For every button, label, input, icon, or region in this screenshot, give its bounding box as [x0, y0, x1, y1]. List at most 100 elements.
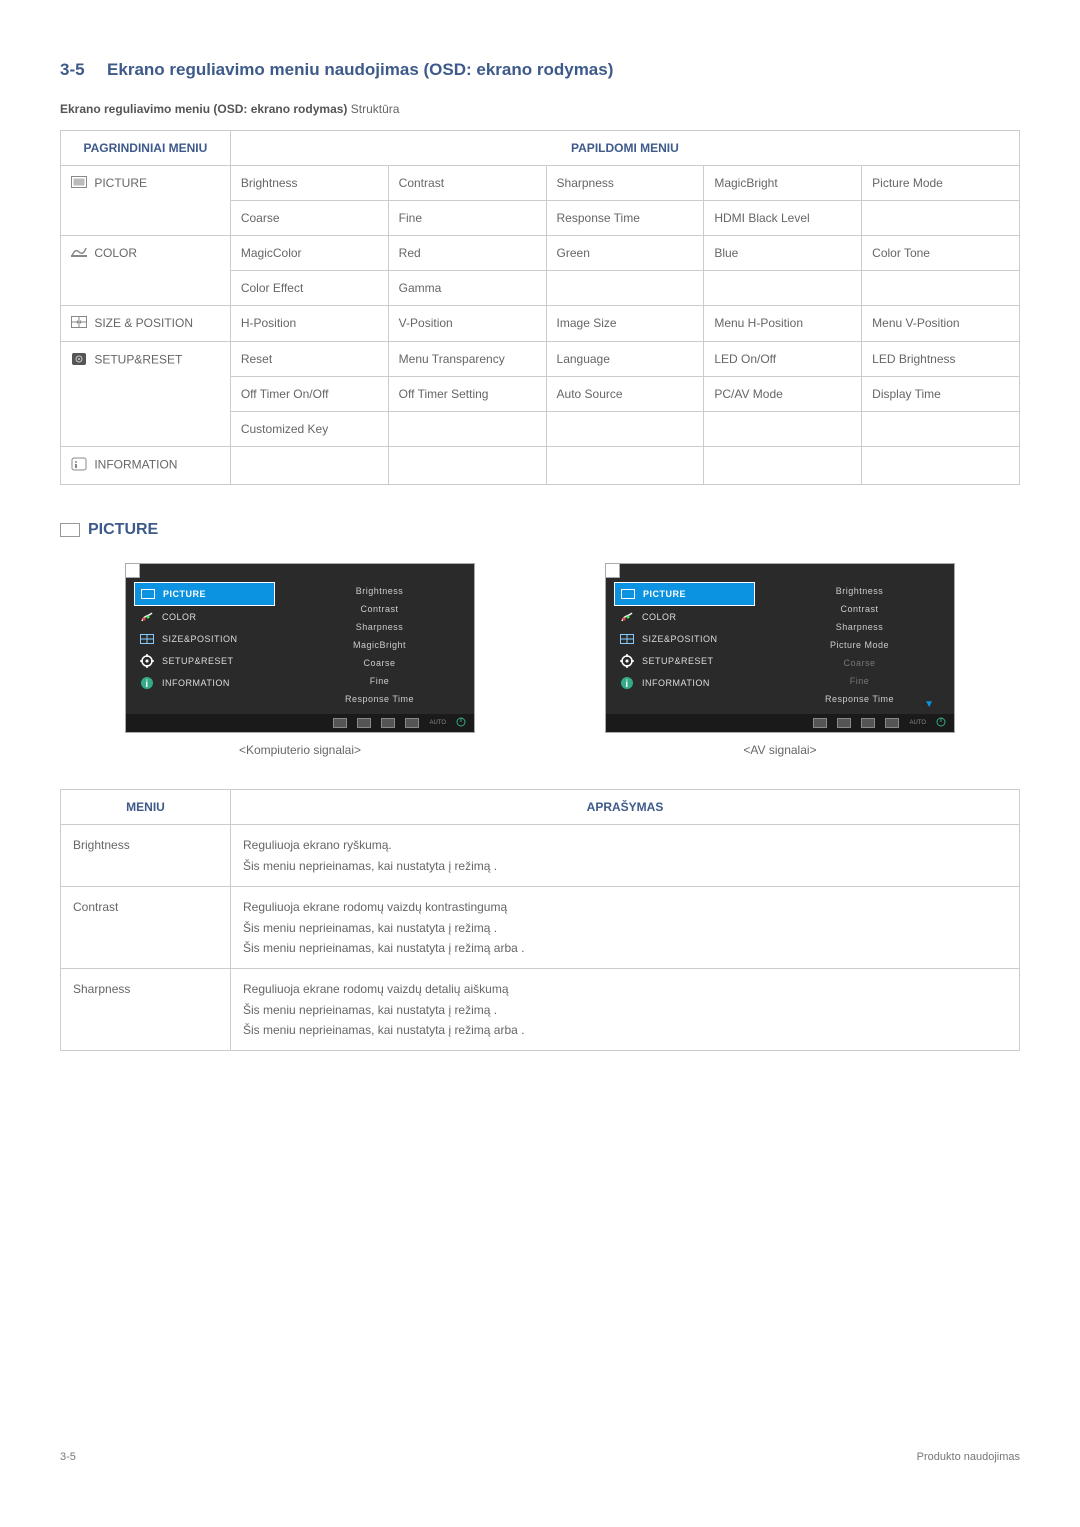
desc-menu-cell: Brightness	[61, 825, 231, 887]
shot-submenu-item: Contrast	[765, 600, 954, 618]
shot-submenu-item: Coarse	[285, 654, 474, 672]
shot-submenu-item: Response Time	[285, 690, 474, 708]
osd-sub-cell: LED On/Off	[704, 342, 862, 377]
osd-main-label: SIZE & POSITION	[91, 316, 193, 330]
osd-sub-cell: Response Time	[546, 201, 704, 236]
shot-submenu-item: Coarse	[765, 654, 954, 672]
arrow-down-icon: ▼	[924, 699, 934, 710]
osd-sub-cell: Image Size	[546, 306, 704, 342]
shot-footer-auto: AUTO	[429, 720, 446, 726]
description-table: MENIU APRAŠYMAS BrightnessReguliuoja ekr…	[60, 789, 1020, 1051]
size-icon	[71, 317, 87, 331]
osd-main-header: PAGRINDINIAI MENIU	[61, 131, 231, 166]
osd-sub-cell: MagicColor	[230, 236, 388, 271]
osd-main-cell: INFORMATION	[61, 447, 231, 485]
shot-submenu-item: Sharpness	[285, 618, 474, 636]
osd-sub-cell: Menu Transparency	[388, 342, 546, 377]
osd-main-cell: PICTURE	[61, 166, 231, 236]
shot-menu-item: SIZE&POSITION	[614, 628, 755, 650]
picture-heading-icon	[60, 523, 80, 537]
osd-sub-cell: Language	[546, 342, 704, 377]
shot-submenu-item: Brightness	[285, 582, 474, 600]
osd-sub-cell: Red	[388, 236, 546, 271]
osd-sub-cell: Blue	[704, 236, 862, 271]
desc-menu-cell: Sharpness	[61, 969, 231, 1051]
picture-icon	[71, 177, 87, 191]
osd-sub-cell	[704, 447, 862, 485]
shot-menu-icon	[618, 654, 636, 668]
osd-sub-cell: Auto Source	[546, 377, 704, 412]
osd-sub-cell: PC/AV Mode	[704, 377, 862, 412]
shot-menu-icon: i	[618, 676, 636, 690]
shot-menu-label: INFORMATION	[642, 678, 710, 688]
shot-footer: AUTO	[606, 714, 954, 732]
osd-sub-header: PAPILDOMI MENIU	[230, 131, 1019, 166]
osd-sub-cell	[862, 412, 1020, 447]
shot-footer-button	[837, 718, 851, 728]
shot-menu-item: SETUP&RESET	[134, 650, 275, 672]
power-icon	[936, 714, 946, 732]
shot-menu-icon	[618, 610, 636, 624]
osd-structure-table: PAGRINDINIAI MENIU PAPILDOMI MENIU PICTU…	[60, 130, 1020, 485]
color-icon	[71, 247, 87, 261]
svg-text:i: i	[145, 679, 148, 690]
osd-sub-cell	[704, 271, 862, 306]
shot-submenu-item: Brightness	[765, 582, 954, 600]
desc-text-cell: Reguliuoja ekrane rodomų vaizdų detalių …	[231, 969, 1020, 1051]
shot-footer-button	[885, 718, 899, 728]
shot-footer-button	[813, 718, 827, 728]
shot-submenu-item: Sharpness	[765, 618, 954, 636]
shot-footer-button	[405, 718, 419, 728]
footer-left: 3-5	[60, 1451, 76, 1463]
shot-menu-label: COLOR	[642, 612, 677, 622]
picture-heading-text: PICTURE	[88, 521, 158, 539]
shot-submenu-item: MagicBright	[285, 636, 474, 654]
desc-menu-cell: Contrast	[61, 887, 231, 969]
desc-text-cell: Reguliuoja ekrano ryškumą.Šis meniu nepr…	[231, 825, 1020, 887]
osd-sub-cell: LED Brightness	[862, 342, 1020, 377]
shot-menu-label: PICTURE	[163, 589, 206, 599]
page-footer: 3-5 Produkto naudojimas	[60, 1451, 1020, 1463]
osd-main-label: INFORMATION	[91, 458, 177, 472]
osd-sub-cell: Customized Key	[230, 412, 388, 447]
osd-sub-cell: Coarse	[230, 201, 388, 236]
shot-menu-label: SIZE&POSITION	[642, 634, 718, 644]
shot-footer: AUTO	[126, 714, 474, 732]
osd-sub-cell: Off Timer On/Off	[230, 377, 388, 412]
shot-submenu-item: Fine	[765, 672, 954, 690]
footer-right: Produkto naudojimas	[917, 1451, 1020, 1463]
osd-sub-cell: V-Position	[388, 306, 546, 342]
osd-sub-cell: MagicBright	[704, 166, 862, 201]
shot-menu-icon	[138, 610, 156, 624]
osd-sub-cell	[388, 447, 546, 485]
osd-sub-cell: Display Time	[862, 377, 1020, 412]
shot-menu-label: SIZE&POSITION	[162, 634, 238, 644]
osd-sub-cell: Menu V-Position	[862, 306, 1020, 342]
osd-sub-cell: HDMI Black Level	[704, 201, 862, 236]
shot-menu-item: i INFORMATION	[614, 672, 755, 694]
shot-submenu-item: Fine	[285, 672, 474, 690]
shot-menu-label: SETUP&RESET	[642, 656, 714, 666]
osd-sub-cell: Brightness	[230, 166, 388, 201]
subheader-rest: Struktūra	[347, 102, 399, 116]
osd-sub-cell	[388, 412, 546, 447]
shot-footer-button	[357, 718, 371, 728]
desc-header-menu: MENIU	[61, 790, 231, 825]
picture-heading: PICTURE	[60, 521, 1020, 539]
osd-main-label: PICTURE	[91, 176, 147, 190]
shot-menu-icon	[138, 632, 156, 646]
shot-menu-label: SETUP&RESET	[162, 656, 234, 666]
shot-menu-label: COLOR	[162, 612, 197, 622]
screenshot-av-caption: <AV signalai>	[605, 743, 955, 757]
osd-main-cell: SIZE & POSITION	[61, 306, 231, 342]
shot-submenu-item: Picture Mode	[765, 636, 954, 654]
subheader: Ekrano reguliavimo meniu (OSD: ekrano ro…	[60, 102, 1020, 116]
shot-menu-item: PICTURE	[134, 582, 275, 606]
shot-menu-icon	[139, 587, 157, 601]
osd-sub-cell: Contrast	[388, 166, 546, 201]
shot-menu-item: COLOR	[134, 606, 275, 628]
osd-sub-cell	[230, 447, 388, 485]
section-number: 3-5	[60, 60, 85, 79]
osd-sub-cell	[862, 201, 1020, 236]
shot-menu-item: PICTURE	[614, 582, 755, 606]
